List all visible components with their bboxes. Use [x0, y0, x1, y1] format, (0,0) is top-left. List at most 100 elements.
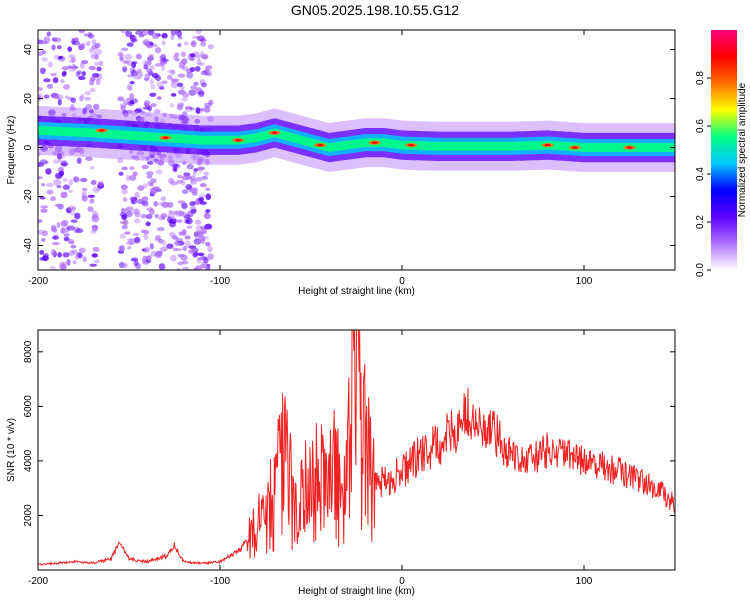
noise-speckle	[54, 203, 63, 207]
noise-speckle	[170, 33, 175, 41]
noise-speckle	[192, 187, 198, 194]
y-tick-label: 4000	[23, 449, 34, 472]
noise-speckle	[38, 94, 42, 101]
noise-speckle	[143, 234, 149, 241]
noise-speckle	[129, 100, 135, 105]
noise-speckle	[176, 267, 181, 270]
noise-speckle	[91, 215, 100, 223]
noise-speckle	[150, 250, 157, 257]
x-tick-label: -200	[28, 276, 48, 287]
noise-speckle	[91, 225, 99, 229]
noise-speckle	[207, 115, 214, 123]
noise-speckle	[142, 200, 149, 206]
noise-speckle	[87, 31, 93, 37]
noise-speckle	[176, 104, 184, 111]
noise-speckle	[55, 172, 63, 179]
noise-speckle	[94, 259, 100, 264]
noise-speckle	[70, 206, 77, 211]
noise-speckle	[131, 61, 138, 65]
noise-speckle	[168, 218, 177, 224]
noise-speckle	[45, 182, 54, 188]
noise-speckle	[60, 162, 69, 167]
noise-speckle	[97, 180, 104, 187]
noise-speckle	[170, 82, 179, 89]
noise-speckle	[140, 155, 147, 160]
noise-speckle	[175, 219, 183, 223]
noise-speckle	[81, 71, 86, 77]
noise-speckle	[194, 87, 203, 95]
noise-speckle	[180, 181, 186, 186]
noise-speckle	[68, 179, 74, 186]
noise-speckle	[92, 246, 100, 252]
noise-speckle	[130, 200, 135, 205]
noise-speckle	[189, 201, 196, 207]
noise-speckle	[160, 196, 167, 202]
noise-speckle	[40, 238, 46, 242]
noise-speckle	[186, 225, 193, 229]
noise-speckle	[53, 178, 62, 186]
noise-speckle	[76, 70, 83, 75]
noise-speckle	[74, 146, 83, 153]
noise-speckle	[45, 168, 52, 175]
x-tick-label: -100	[210, 276, 230, 287]
noise-speckle	[155, 235, 162, 241]
noise-speckle	[194, 265, 202, 270]
noise-speckle	[78, 247, 86, 254]
noise-speckle	[185, 217, 193, 225]
noise-speckle	[57, 154, 66, 160]
noise-speckle	[160, 246, 168, 252]
hot-spot-core	[626, 146, 633, 149]
noise-speckle	[145, 113, 152, 117]
noise-speckle	[177, 174, 182, 179]
noise-speckle	[39, 67, 46, 75]
noise-speckle	[43, 78, 51, 83]
noise-speckle	[190, 40, 197, 48]
noise-speckle	[121, 188, 128, 195]
noise-speckle	[50, 196, 56, 202]
noise-speckle	[85, 156, 93, 162]
noise-speckle	[122, 197, 128, 203]
noise-speckle	[146, 207, 154, 212]
noise-speckle	[199, 183, 207, 188]
noise-speckle	[38, 219, 43, 223]
noise-speckle	[54, 145, 63, 153]
noise-speckle	[161, 32, 168, 39]
noise-speckle	[194, 66, 201, 72]
noise-speckle	[205, 208, 211, 213]
noise-speckle	[79, 62, 85, 69]
noise-speckle	[87, 194, 96, 198]
noise-speckle	[131, 69, 138, 77]
noise-speckle	[51, 44, 56, 51]
noise-speckle	[57, 98, 62, 106]
y-axis-label: Frequency (Hz)	[6, 116, 17, 185]
y-tick-label: 40	[23, 44, 34, 56]
noise-speckle	[136, 150, 145, 156]
noise-speckle	[170, 254, 177, 262]
noise-speckle	[126, 42, 134, 47]
noise-speckle	[158, 264, 167, 270]
noise-speckle	[60, 220, 68, 227]
axes: -200 -100 0 100 2000 4000 6000 8000	[23, 330, 675, 587]
noise-speckle	[127, 87, 133, 92]
noise-speckle	[72, 260, 77, 265]
noise-speckle	[152, 43, 158, 48]
noise-speckle	[143, 246, 150, 253]
noise-speckle	[135, 53, 143, 60]
noise-speckle	[89, 109, 94, 114]
noise-speckle	[145, 221, 151, 227]
noise-speckle	[170, 115, 179, 119]
noise-speckle	[61, 66, 69, 71]
noise-speckle	[70, 219, 78, 223]
noise-speckle	[57, 56, 64, 60]
noise-speckle	[52, 77, 59, 84]
noise-speckle	[184, 106, 193, 113]
y-axis-label: SNR (10 * v/v)	[6, 418, 17, 482]
noise-speckle	[197, 252, 205, 257]
noise-speckle	[195, 30, 202, 35]
noise-speckle	[169, 70, 176, 75]
colorbar-tick-label: 0.4	[695, 167, 706, 181]
noise-speckle	[53, 54, 60, 61]
noise-speckle	[87, 206, 94, 213]
x-axis-label: Height of straight line (km)	[298, 286, 415, 297]
noise-speckle	[133, 218, 141, 224]
